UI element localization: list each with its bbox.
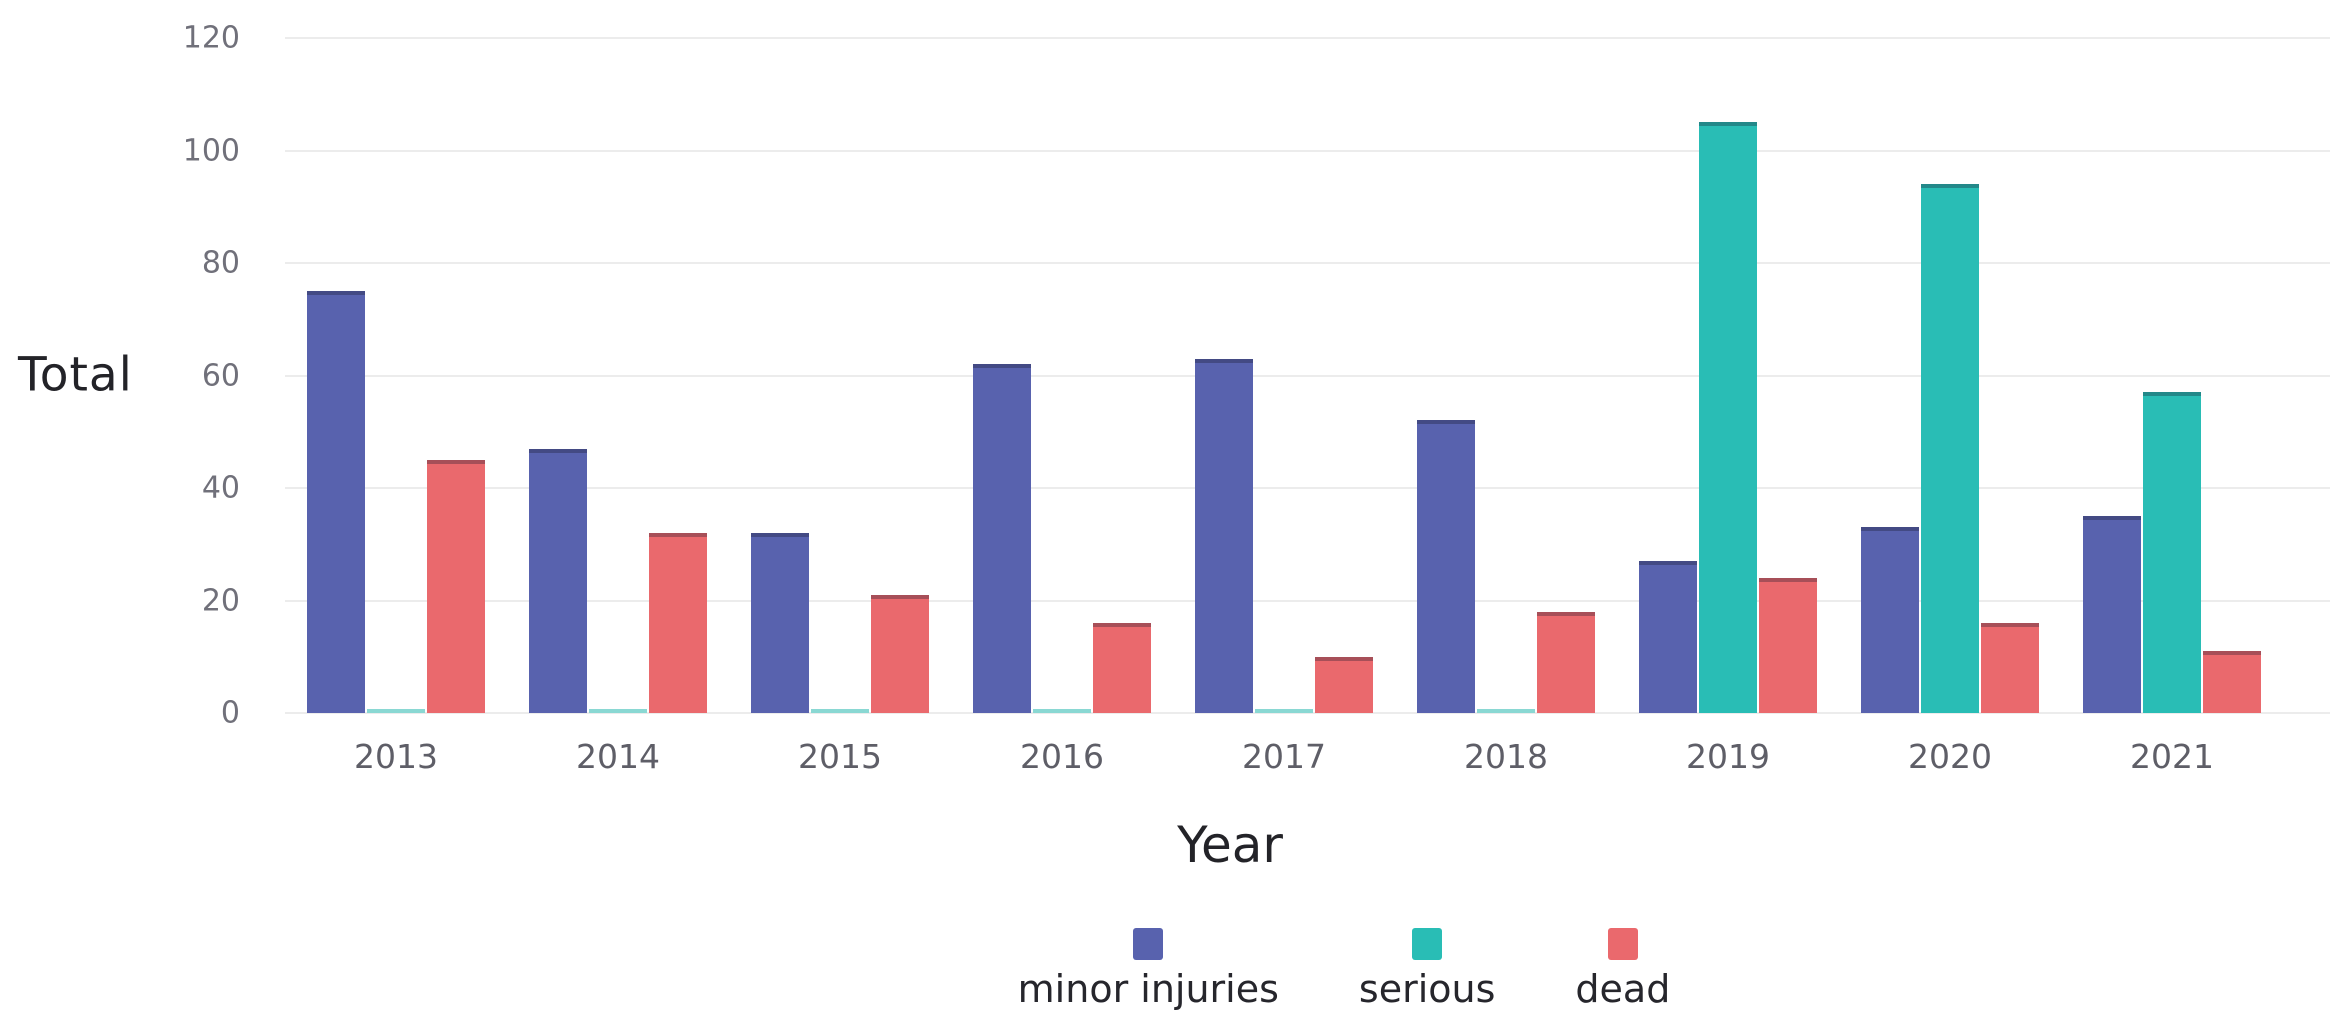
x-tick-label-2018: 2018 (1464, 737, 1548, 776)
legend-label: serious (1358, 967, 1496, 1011)
bar-dead-2020 (1981, 623, 2039, 713)
y-axis-title: Total (18, 347, 133, 403)
gridline-80 (285, 262, 2330, 264)
legend-swatch-icon (1412, 928, 1443, 960)
legend-entry-minor-injuries: minor injuries (1018, 928, 1279, 1011)
gridline-0 (285, 712, 2330, 714)
bar-group-2018 (1395, 38, 1617, 713)
gridline-40 (285, 487, 2330, 489)
bar-serious-2016 (1033, 709, 1091, 713)
bar-serious-2019 (1699, 122, 1757, 713)
bar-group-2016 (951, 38, 1173, 713)
x-tick-label-2014: 2014 (576, 737, 660, 776)
bar-group-2021 (2061, 38, 2283, 713)
x-tick-labels: 2013 2014 2015 2016 2017 2018 2019 2020 2021 (285, 737, 2330, 776)
bar-serious-2014 (589, 709, 647, 713)
gridline-100 (285, 149, 2330, 152)
x-tick-label-2019: 2019 (1686, 737, 1770, 776)
gridline-120 (285, 37, 2330, 39)
bar-dead-2017 (1315, 657, 1373, 713)
bar-minor-injuries-2015 (751, 533, 809, 713)
y-tick-label-120: 120 (182, 20, 240, 56)
x-tick-label-2013: 2013 (354, 737, 438, 776)
legend: minor injuries serious dead (170, 928, 2348, 1011)
bar-dead-2016 (1093, 623, 1151, 713)
bar-dead-2018 (1537, 612, 1595, 713)
x-tick-label-2016: 2016 (1020, 737, 1104, 776)
x-tick-label-2015: 2015 (798, 737, 882, 776)
bar-serious-2021 (2143, 392, 2201, 713)
x-tick-label-2021: 2021 (2130, 737, 2214, 776)
legend-swatch-icon (1133, 928, 1164, 960)
bar-group-2015 (729, 38, 951, 713)
bar-minor-injuries-2020 (1861, 527, 1919, 713)
bar-serious-2015 (811, 709, 869, 713)
bar-dead-2019 (1759, 578, 1817, 713)
bar-minor-injuries-2019 (1639, 561, 1697, 713)
bar-serious-2018 (1477, 709, 1535, 713)
bar-minor-injuries-2017 (1195, 359, 1253, 713)
bar-groups (285, 38, 2330, 713)
bar-group-2020 (1839, 38, 2061, 713)
bar-minor-injuries-2018 (1417, 420, 1475, 713)
legend-entry-dead: dead (1575, 928, 1670, 1011)
y-tick-label-0: 0 (220, 695, 240, 731)
bar-dead-2013 (427, 460, 485, 713)
y-tick-label-80: 80 (201, 245, 240, 281)
gridlines (285, 37, 2330, 714)
bar-serious-2013 (367, 709, 425, 713)
bar-group-2013 (285, 38, 507, 713)
y-tick-label-40: 40 (201, 470, 240, 506)
bar-minor-injuries-2013 (307, 291, 365, 713)
bar-dead-2021 (2203, 651, 2261, 713)
y-tick-label-100: 100 (182, 133, 240, 168)
bar-serious-2017 (1255, 709, 1313, 713)
gridline-20 (285, 599, 2330, 602)
legend-label: minor injuries (1017, 967, 1279, 1011)
y-tick-label-60: 60 (201, 358, 240, 393)
legend-label: dead (1575, 967, 1671, 1011)
x-tick-label-2020: 2020 (1908, 737, 1992, 776)
legend-swatch-icon (1607, 928, 1638, 960)
y-tick-label-20: 20 (201, 583, 240, 618)
bar-group-2014 (507, 38, 729, 713)
x-tick-label-2017: 2017 (1242, 737, 1326, 776)
bar-dead-2014 (649, 533, 707, 713)
bar-minor-injuries-2021 (2083, 516, 2141, 713)
bar-serious-2020 (1921, 184, 1979, 713)
bar-group-2017 (1173, 38, 1395, 713)
x-axis-title: Year (1177, 816, 1283, 874)
bar-minor-injuries-2016 (973, 364, 1031, 713)
bar-minor-injuries-2014 (529, 449, 587, 713)
gridline-60 (285, 374, 2330, 377)
bar-dead-2015 (871, 595, 929, 713)
legend-entry-serious: serious (1358, 928, 1496, 1011)
bar-group-2019 (1617, 38, 1839, 713)
plot-area (285, 37, 2330, 714)
